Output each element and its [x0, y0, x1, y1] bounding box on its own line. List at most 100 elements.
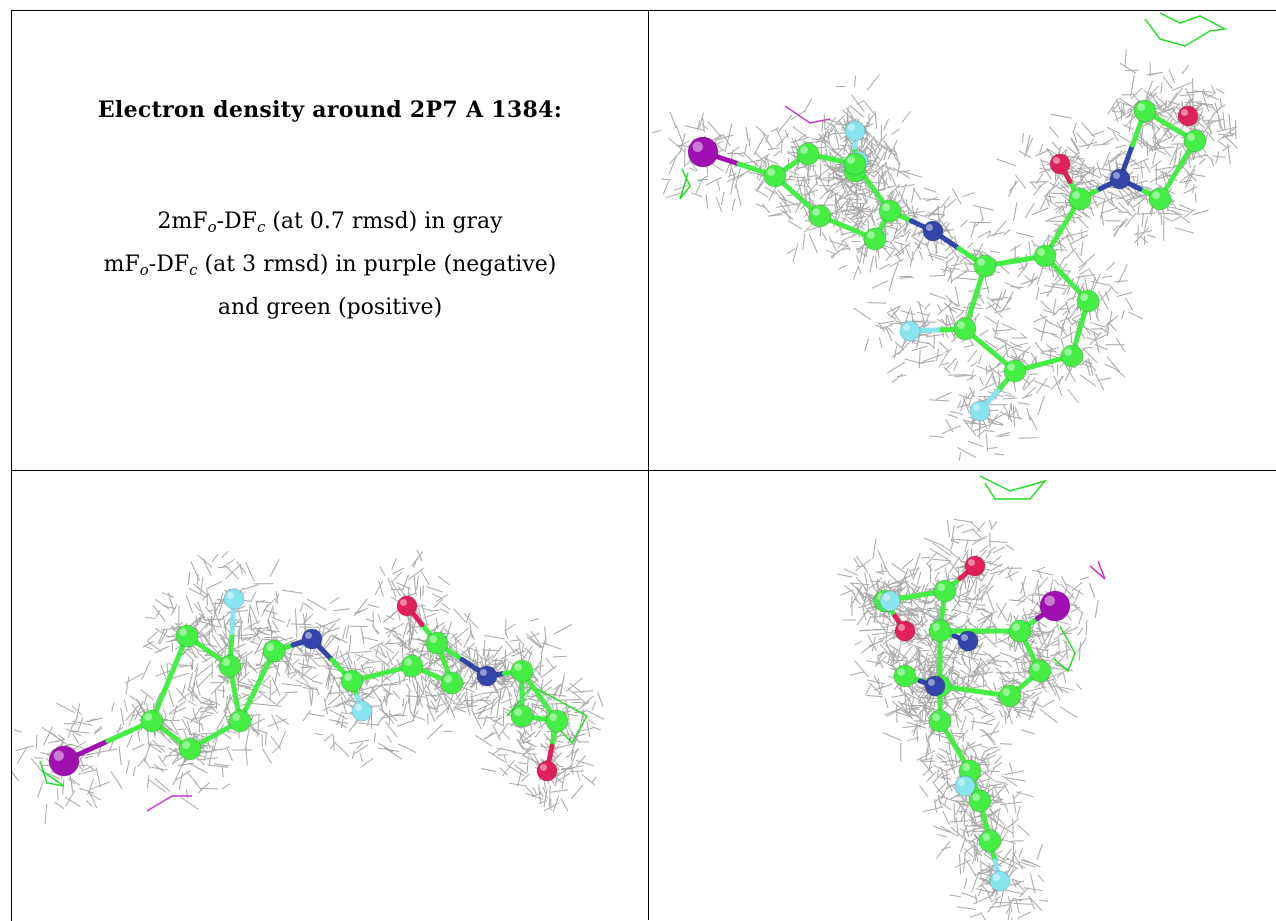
carbon-atom [176, 625, 198, 647]
atom-highlight [1080, 293, 1088, 301]
nitrogen-atom [923, 221, 943, 241]
carbon-atom [401, 655, 423, 677]
diff-positive-left-top-right [680, 169, 690, 199]
atom-highlight [993, 874, 1000, 881]
atom-highlight [1032, 663, 1040, 671]
atom-highlight [812, 208, 820, 216]
atom-highlight [480, 669, 487, 676]
grid-divider-vertical [648, 10, 649, 920]
atom-highlight [400, 599, 407, 606]
nitrogen-atom [1110, 169, 1130, 189]
atom-highlight [182, 741, 190, 749]
atom-highlight [937, 583, 945, 591]
carbon-atom [141, 710, 163, 732]
atom-highlight [883, 594, 890, 601]
carbon-atom [934, 580, 956, 602]
atom-highlight [1037, 248, 1045, 256]
oxygen-atom [895, 621, 915, 641]
carbon-atom [844, 153, 866, 175]
diff-positive-top-right [1145, 13, 1225, 46]
diff-positive-top-bottom-right [980, 476, 1045, 499]
view-bottom-left [12, 471, 648, 920]
caption-panel: Electron density around 2P7 A 1384: 2mFo… [12, 11, 648, 470]
atom-highlight [693, 142, 704, 153]
carbon-atom [954, 318, 976, 340]
carbon-atom [797, 143, 819, 165]
atom-highlight [928, 679, 935, 686]
fluorine-atom [224, 589, 244, 609]
iodine-atom [688, 137, 718, 167]
atom-highlight [1113, 172, 1120, 179]
mesh-2fofc-bottom-right [838, 519, 1099, 920]
carbon-atom [546, 710, 568, 732]
atom-highlight [957, 321, 965, 329]
atom-highlight [926, 224, 933, 231]
fluorine-atom [900, 321, 920, 341]
atom-highlight [1012, 623, 1020, 631]
atom-highlight [266, 643, 274, 651]
atom-highlight [848, 124, 855, 131]
atom-highlight [1137, 103, 1145, 111]
atom-highlight [977, 258, 985, 266]
fluorine-atom [352, 701, 372, 721]
carbon-atom [969, 790, 991, 812]
oxygen-atom [965, 556, 985, 576]
carbon-atom [1004, 360, 1026, 382]
atom-highlight [1064, 348, 1072, 356]
atom-highlight [1045, 596, 1056, 607]
carbon-atom [1134, 100, 1156, 122]
carbon-atom [764, 165, 786, 187]
atom-highlight [514, 663, 522, 671]
atom-highlight [429, 635, 437, 643]
caption-title: Electron density around 2P7 A 1384: [12, 97, 648, 123]
fluorine-atom [970, 401, 990, 421]
carbon-atom [1077, 290, 1099, 312]
carbon-atom [1069, 188, 1091, 210]
carbon-atom [864, 228, 886, 250]
oxygen-atom [1178, 106, 1198, 126]
iodine-atom [1040, 591, 1070, 621]
carbon-atom [974, 255, 996, 277]
atom-highlight [847, 156, 855, 164]
atom-highlight [179, 628, 187, 636]
atom-highlight [54, 751, 65, 762]
atom-highlight [882, 203, 890, 211]
nitrogen-atom [958, 631, 978, 651]
carbon-atom [929, 620, 951, 642]
atom-highlight [958, 779, 965, 786]
atom-highlight [344, 673, 352, 681]
nitrogen-atom [477, 666, 497, 686]
carbon-atom [1034, 245, 1056, 267]
carbon-atom [219, 655, 241, 677]
iodine-atom [49, 746, 79, 776]
atom-highlight [1007, 363, 1015, 371]
fluorine-atom [845, 121, 865, 141]
atom-highlight [973, 404, 980, 411]
carbon-atom [263, 640, 285, 662]
atom-highlight [867, 231, 875, 239]
density-render-bottom-left [12, 471, 648, 920]
carbon-atom [1009, 620, 1031, 642]
atom-highlight [1002, 688, 1010, 696]
carbon-atom [894, 665, 916, 687]
atom-highlight [404, 658, 412, 666]
atom-highlight [897, 668, 905, 676]
oxygen-atom [537, 761, 557, 781]
caption-line-2fofc: 2mFo-DFc (at 0.7 rmsd) in gray [12, 203, 648, 246]
atom-highlight [1072, 191, 1080, 199]
view-top-right [650, 11, 1276, 470]
carbon-atom [879, 200, 901, 222]
atom-highlight [1053, 157, 1060, 164]
atom-highlight [549, 713, 557, 721]
atom-highlight [800, 146, 808, 154]
carbon-atom [341, 670, 363, 692]
ligand-top-right [688, 100, 1206, 421]
nitrogen-atom [302, 629, 322, 649]
atom-highlight [767, 168, 775, 176]
atom-highlight [932, 713, 940, 721]
carbon-atom [511, 660, 533, 682]
caption-description: 2mFo-DFc (at 0.7 rmsd) in gray mFo-DFc (… [12, 203, 648, 327]
carbon-atom [229, 710, 251, 732]
atom-highlight [961, 634, 968, 641]
nitrogen-atom [925, 676, 945, 696]
